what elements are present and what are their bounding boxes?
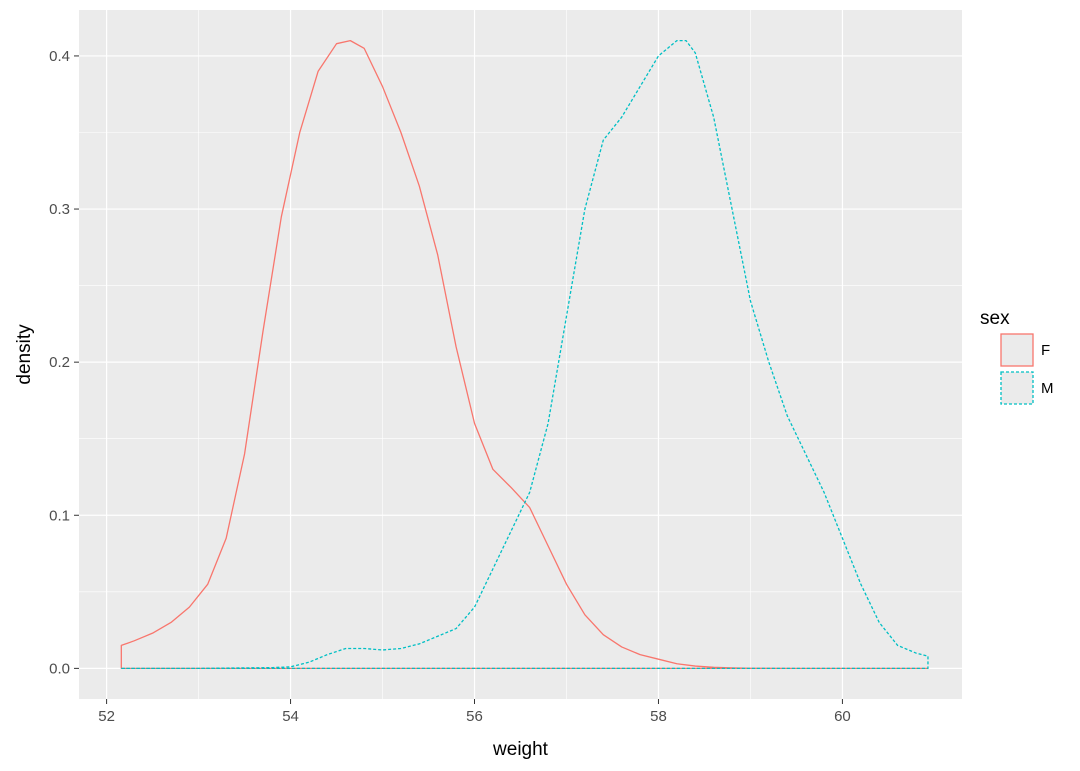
y-tick-label: 0.2 xyxy=(49,354,70,371)
x-tick-label: 60 xyxy=(834,708,851,725)
y-tick-label: 0.1 xyxy=(49,507,70,524)
legend-title: sex xyxy=(980,308,1010,329)
series-layer xyxy=(120,39,929,670)
legend-key-f xyxy=(1000,333,1034,367)
y-axis-title: density xyxy=(14,324,35,385)
legend: sex F M xyxy=(980,308,1054,405)
y-tick-label: 0.0 xyxy=(49,660,70,677)
x-tick-label: 56 xyxy=(466,708,483,725)
legend-key-m xyxy=(1000,371,1034,405)
x-axis: 52 54 56 58 60 xyxy=(98,699,851,725)
x-tick-label: 58 xyxy=(650,708,667,725)
y-tick-label: 0.4 xyxy=(49,48,70,65)
legend-item-f: F xyxy=(1000,333,1050,367)
x-axis-title: weight xyxy=(492,739,549,760)
minor-gridlines xyxy=(79,10,962,699)
legend-item-m: M xyxy=(1000,371,1054,405)
x-tick-label: 52 xyxy=(98,708,115,725)
plot-panel xyxy=(79,10,962,699)
legend-label-f: F xyxy=(1041,342,1050,359)
density-line-m xyxy=(120,39,929,670)
y-tick-label: 0.3 xyxy=(49,201,70,218)
density-line-f xyxy=(120,39,929,670)
y-axis: 0.0 0.1 0.2 0.3 0.4 xyxy=(49,48,79,677)
legend-label-m: M xyxy=(1041,380,1054,397)
x-tick-label: 54 xyxy=(282,708,299,725)
